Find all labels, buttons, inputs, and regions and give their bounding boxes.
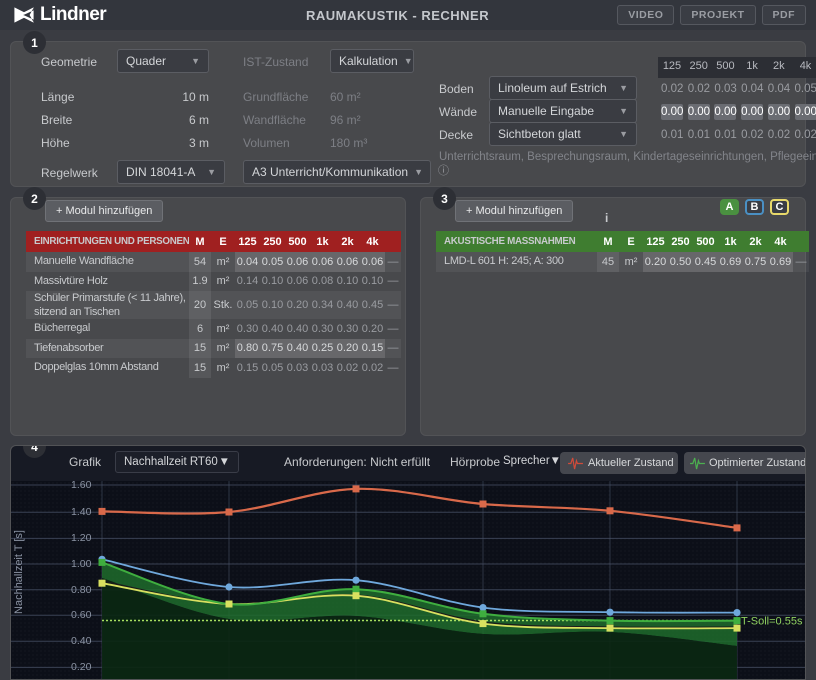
- svg-text:T-Soll=0.55s: T-Soll=0.55s: [741, 616, 803, 628]
